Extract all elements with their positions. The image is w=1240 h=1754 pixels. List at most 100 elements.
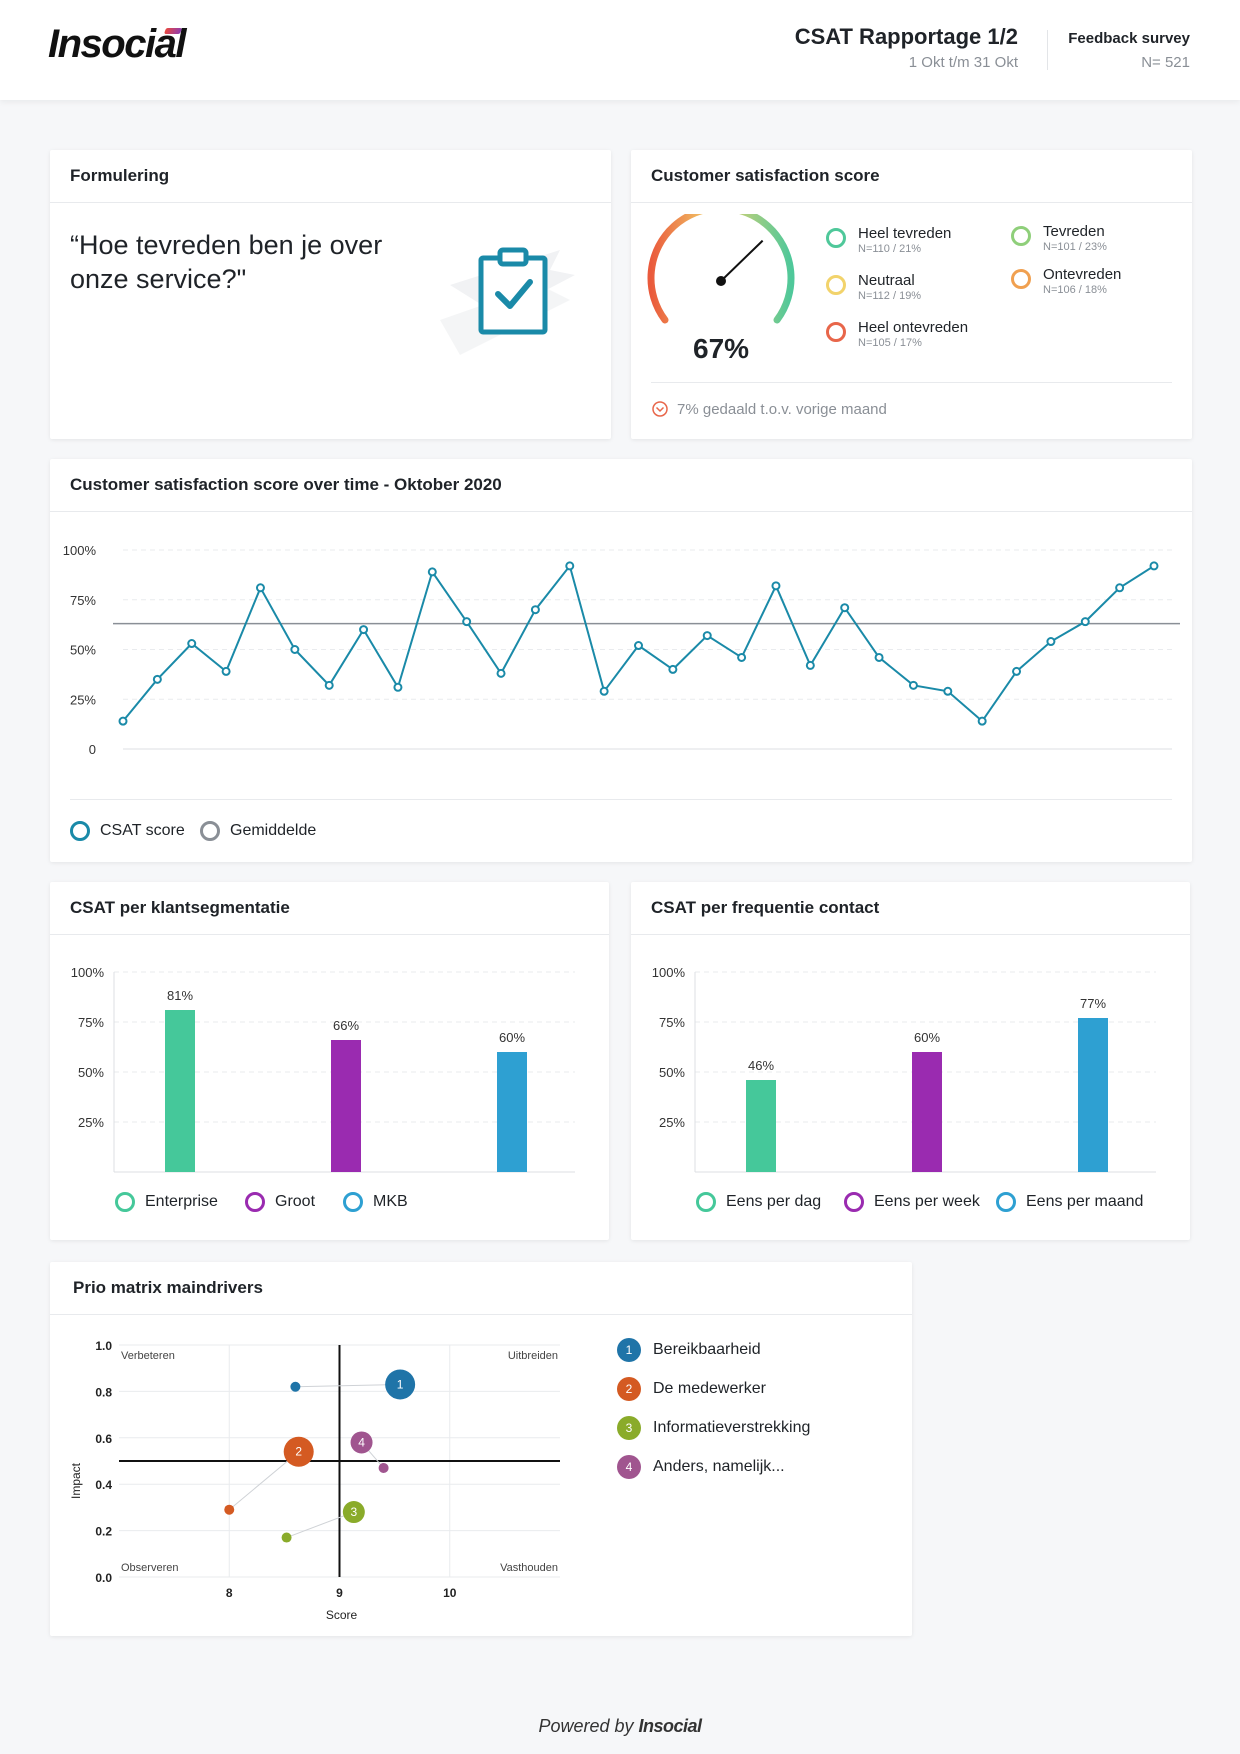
prio-legend-4: 4 Anders, namelijk... — [617, 1455, 785, 1479]
prio-legend-3: 3 Informatieverstrekking — [617, 1416, 810, 1440]
csat-score-point — [393, 682, 403, 692]
y-tick-label: 100% — [63, 543, 97, 558]
driver-previous-point — [290, 1381, 301, 1392]
segment-card: CSAT per klantsegmentatie 25% 50% 75% 100% 8… — [50, 882, 609, 1240]
csat-score-point — [290, 645, 300, 654]
report-title: CSAT Rapportage 1/2 — [794, 24, 1018, 49]
csat-score-point — [1115, 583, 1125, 593]
y-tick-label: 0.2 — [95, 1525, 112, 1539]
chevron-down-circle-icon — [652, 401, 668, 417]
driver-previous-point — [281, 1532, 292, 1543]
driver-connector — [228, 1451, 300, 1511]
quadrant-verbeteren: Verbeteren — [121, 1350, 175, 1362]
csat-score-marker — [70, 821, 90, 841]
frequency-card: CSAT per frequentie contact 25% 50% 75% 100… — [631, 882, 1190, 1240]
csat-score-point — [565, 561, 575, 571]
csat-score-point — [187, 639, 197, 649]
bar — [1078, 1018, 1108, 1172]
footer: Powered by Insocial — [538, 1716, 702, 1736]
header-divider — [1047, 30, 1048, 70]
prio-matrix-title: Prio matrix maindrivers — [73, 1278, 263, 1297]
driver-number: 4 — [358, 1435, 365, 1449]
bar — [331, 1040, 361, 1172]
driver-current-point — [350, 1431, 373, 1454]
csat-score-point — [1046, 637, 1056, 647]
y-tick-label: 25% — [78, 1115, 104, 1130]
report-header: Insocial CSAT Rapportage 1/2 1 Okt t/m 3… — [0, 0, 1240, 100]
csat-score-point — [324, 680, 334, 690]
csat-score-point — [599, 686, 609, 696]
prio-matrix-chart: 0.0 0.2 0.4 0.6 0.8 1.0 8 9 10 Verbeteren Uitbreid… — [69, 1339, 560, 1622]
legend-gemiddelde: Gemiddelde — [200, 821, 316, 841]
csat-score-point — [427, 567, 437, 577]
x-tick-label: 10 — [443, 1586, 457, 1600]
csat-line-chart: 025%50%75%100%01020304050607080910111213… — [63, 543, 1180, 757]
driver-number: 2 — [295, 1445, 302, 1459]
survey-question: “Hoe tevreden ben je over onze service?" — [70, 230, 383, 294]
timeline-card: Customer satisfaction score over time - … — [50, 459, 1192, 862]
csat-gauge — [647, 214, 795, 324]
y-tick-label: 0 — [89, 742, 96, 757]
bar-value-label: 81% — [167, 988, 193, 1003]
bar-value-label: 66% — [333, 1018, 359, 1033]
csat-score-point — [255, 583, 265, 593]
bar-value-label: 46% — [748, 1058, 774, 1073]
csat-score-point — [668, 664, 678, 674]
prio-matrix-card: Prio matrix maindrivers 0.0 0.2 0.4 0.6 0.8 1… — [50, 1262, 912, 1636]
legend-enterprise: Enterprise — [115, 1192, 218, 1212]
csat-score-point — [1080, 617, 1090, 627]
driver-current-point — [385, 1369, 416, 1400]
csat-score-point — [908, 680, 918, 690]
legend-heel-tevreden: Heel tevreden N=110 / 21% — [826, 225, 951, 255]
csat-score-card: Customer satisfaction score 67% Heel tev… — [631, 150, 1192, 439]
formulering-title: Formulering — [70, 166, 170, 185]
bar — [165, 1010, 195, 1172]
bar-value-label: 60% — [914, 1030, 940, 1045]
mkb-marker — [343, 1192, 363, 1212]
prio-legend-1: 1 Bereikbaarheid — [617, 1338, 761, 1362]
bar — [497, 1052, 527, 1172]
y-tick-label: 25% — [659, 1115, 685, 1130]
quadrant-observeren: Observeren — [121, 1562, 178, 1574]
tevreden-marker — [1011, 226, 1031, 246]
y-tick-label: 50% — [78, 1065, 104, 1080]
y-tick-label: 0.4 — [95, 1478, 112, 1492]
csat-score-point — [805, 660, 815, 670]
frequency-title: CSAT per frequentie contact — [651, 898, 880, 917]
legend-csat-score: CSAT score — [70, 821, 185, 841]
y-axis-label: Impact — [69, 1462, 83, 1499]
driver-number: 1 — [397, 1377, 404, 1391]
driver-previous-point — [378, 1462, 389, 1473]
quadrant-uitbreiden: Uitbreiden — [508, 1350, 558, 1362]
driver-current-point — [342, 1501, 365, 1524]
csat-score-point — [771, 581, 781, 591]
timeline-title: Customer satisfaction score over time - … — [70, 475, 502, 494]
neutraal-marker — [826, 275, 846, 295]
y-tick-label: 75% — [659, 1015, 685, 1030]
y-tick-label: 100% — [71, 965, 105, 980]
csat-score-point — [874, 652, 884, 662]
csat-score-point — [359, 625, 369, 635]
segment-title: CSAT per klantsegmentatie — [70, 898, 290, 917]
y-tick-label: 100% — [652, 965, 686, 980]
change-indicator: 7% gedaald t.o.v. vorige maand — [651, 400, 887, 418]
y-tick-label: 75% — [78, 1015, 104, 1030]
frequency-bar-chart: 25% 50% 75% 100% 46% 60% 77% — [652, 965, 1156, 1173]
legend-eens-per-week: Eens per week — [844, 1192, 980, 1212]
bar-value-label: 60% — [499, 1030, 525, 1045]
driver-current-point — [283, 1436, 314, 1467]
bar-value-label: 77% — [1080, 996, 1106, 1011]
y-tick-label: 50% — [659, 1065, 685, 1080]
csat-score-point — [1149, 561, 1159, 571]
driver-connector — [286, 1511, 355, 1539]
csat-score-value: 67% — [693, 333, 750, 364]
report-period: 1 Okt t/m 31 Okt — [908, 54, 1018, 71]
y-tick-label: 25% — [70, 692, 96, 707]
driver-connector — [295, 1383, 401, 1388]
csat-score-point — [152, 674, 162, 684]
legend-heel-ontevreden: Heel ontevreden N=105 / 17% — [826, 319, 968, 349]
bar — [912, 1052, 942, 1172]
ontevreden-marker — [1011, 269, 1031, 289]
change-text: 7% gedaald t.o.v. vorige maand — [677, 400, 887, 418]
y-tick-label: 50% — [70, 643, 96, 658]
